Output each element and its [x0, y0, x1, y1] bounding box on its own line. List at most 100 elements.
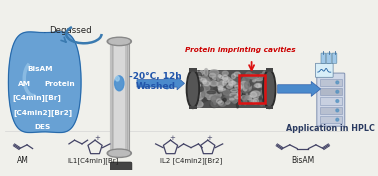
- Ellipse shape: [230, 93, 238, 96]
- Ellipse shape: [194, 71, 199, 78]
- Ellipse shape: [109, 39, 130, 44]
- Bar: [320, 88, 342, 95]
- Ellipse shape: [242, 91, 245, 98]
- Ellipse shape: [202, 87, 205, 94]
- Ellipse shape: [217, 77, 220, 81]
- FancyBboxPatch shape: [332, 53, 337, 63]
- FancyBboxPatch shape: [321, 53, 326, 63]
- Ellipse shape: [210, 95, 214, 98]
- Ellipse shape: [195, 101, 203, 107]
- Ellipse shape: [116, 76, 119, 81]
- Ellipse shape: [256, 84, 260, 88]
- Ellipse shape: [232, 77, 238, 82]
- Text: +: +: [94, 135, 100, 141]
- Ellipse shape: [248, 84, 251, 86]
- Ellipse shape: [206, 93, 212, 100]
- Ellipse shape: [251, 91, 260, 97]
- Ellipse shape: [214, 95, 217, 97]
- Ellipse shape: [245, 85, 251, 89]
- Ellipse shape: [209, 73, 215, 77]
- Ellipse shape: [234, 83, 239, 86]
- FancyArrow shape: [278, 81, 321, 96]
- Ellipse shape: [218, 101, 223, 105]
- FancyArrow shape: [137, 77, 184, 90]
- Ellipse shape: [204, 69, 208, 76]
- Ellipse shape: [232, 74, 235, 79]
- Bar: [320, 116, 342, 123]
- Ellipse shape: [242, 79, 245, 83]
- Ellipse shape: [201, 78, 206, 82]
- Ellipse shape: [244, 98, 246, 105]
- Ellipse shape: [265, 72, 274, 106]
- Ellipse shape: [210, 70, 219, 75]
- Ellipse shape: [214, 92, 222, 98]
- Ellipse shape: [254, 83, 262, 87]
- Ellipse shape: [253, 97, 262, 99]
- Text: Washed: Washed: [136, 82, 176, 91]
- Ellipse shape: [260, 90, 269, 95]
- Ellipse shape: [220, 76, 223, 79]
- Ellipse shape: [198, 77, 204, 82]
- Ellipse shape: [225, 100, 230, 104]
- Ellipse shape: [218, 99, 225, 104]
- Text: Protein imprinting cavities: Protein imprinting cavities: [185, 46, 296, 53]
- Ellipse shape: [258, 84, 260, 87]
- Ellipse shape: [195, 95, 204, 98]
- Ellipse shape: [219, 103, 226, 106]
- Ellipse shape: [336, 100, 339, 102]
- Ellipse shape: [263, 94, 267, 98]
- Text: BisAM: BisAM: [27, 66, 53, 72]
- Text: +: +: [207, 135, 212, 141]
- Text: +: +: [169, 135, 175, 141]
- Ellipse shape: [244, 84, 251, 91]
- Text: DES: DES: [35, 124, 51, 130]
- Ellipse shape: [237, 92, 241, 96]
- Ellipse shape: [229, 81, 236, 85]
- Ellipse shape: [201, 85, 210, 91]
- Ellipse shape: [232, 97, 237, 103]
- Ellipse shape: [201, 75, 207, 79]
- Ellipse shape: [336, 118, 339, 121]
- Ellipse shape: [229, 96, 239, 102]
- Ellipse shape: [250, 92, 257, 97]
- Ellipse shape: [223, 78, 229, 83]
- Ellipse shape: [231, 84, 234, 91]
- Ellipse shape: [239, 97, 241, 101]
- Ellipse shape: [263, 102, 267, 105]
- Text: Application in HPLC: Application in HPLC: [287, 124, 375, 133]
- Ellipse shape: [200, 92, 209, 95]
- Ellipse shape: [264, 87, 268, 93]
- Ellipse shape: [197, 76, 202, 80]
- Ellipse shape: [109, 150, 130, 156]
- Ellipse shape: [211, 101, 219, 107]
- Ellipse shape: [240, 81, 249, 89]
- Ellipse shape: [231, 87, 237, 90]
- Ellipse shape: [203, 80, 206, 84]
- Ellipse shape: [336, 109, 339, 112]
- Ellipse shape: [249, 74, 257, 79]
- Ellipse shape: [223, 98, 226, 102]
- Ellipse shape: [263, 69, 276, 108]
- Ellipse shape: [193, 72, 201, 75]
- Text: Degassed: Degassed: [50, 26, 92, 35]
- Ellipse shape: [214, 98, 216, 105]
- Ellipse shape: [218, 86, 223, 90]
- Bar: [125, 41, 129, 153]
- Ellipse shape: [207, 80, 215, 84]
- Text: AM: AM: [17, 156, 29, 165]
- Bar: [189, 68, 197, 72]
- Ellipse shape: [216, 75, 221, 77]
- Ellipse shape: [218, 88, 223, 92]
- Ellipse shape: [242, 95, 246, 100]
- Ellipse shape: [222, 71, 228, 75]
- Ellipse shape: [210, 91, 215, 95]
- Polygon shape: [8, 32, 81, 133]
- Ellipse shape: [231, 95, 239, 102]
- Ellipse shape: [210, 103, 218, 108]
- Text: [C4min][Br]: [C4min][Br]: [13, 94, 62, 101]
- Ellipse shape: [251, 100, 257, 103]
- Ellipse shape: [194, 93, 203, 100]
- Bar: [320, 97, 342, 105]
- Ellipse shape: [201, 87, 203, 92]
- Ellipse shape: [115, 76, 124, 91]
